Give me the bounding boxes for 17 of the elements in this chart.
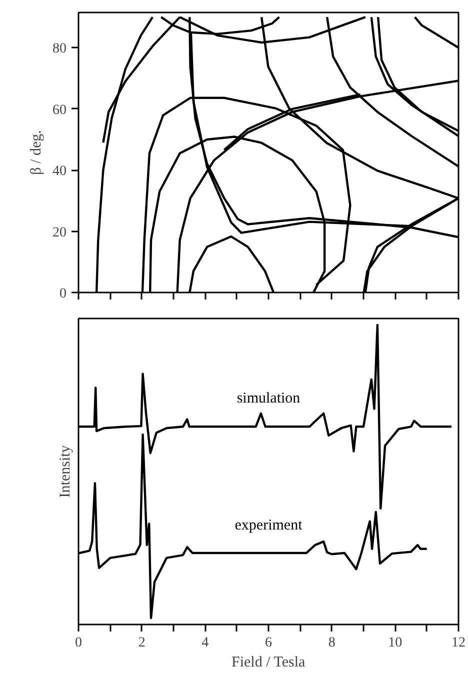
y-tick-label: 60	[52, 102, 66, 118]
y-tick-label: 20	[52, 225, 66, 240]
y-axis-title: Intensity	[58, 444, 74, 498]
x-tick-label: 12	[452, 636, 466, 650]
x-tick-label: 8	[328, 636, 336, 650]
y-tick-label: 0	[60, 286, 66, 302]
series-label: experiment	[234, 517, 304, 534]
x-tick-label: 10	[388, 636, 402, 650]
series-label: simulation	[236, 390, 301, 407]
x-tick-label: 4	[202, 636, 209, 650]
y-axis-title: β / deg.	[28, 130, 44, 175]
x-tick-label: 2	[138, 636, 146, 650]
x-tick-label: 6	[265, 636, 272, 650]
y-tick-label: 40	[52, 164, 66, 180]
x-axis-title: Field / Tesla	[232, 654, 306, 670]
x-tick-label: 0	[75, 636, 82, 650]
y-tick-label: 80	[52, 42, 66, 57]
